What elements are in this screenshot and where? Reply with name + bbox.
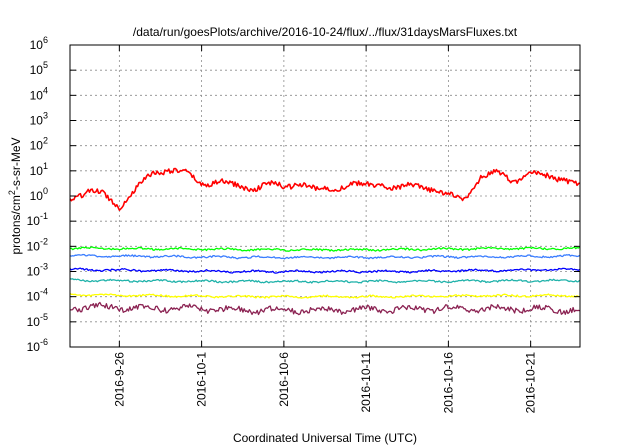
- x-tick-label: 2016-10-11: [359, 352, 373, 413]
- y-tick-label: 10-5: [27, 312, 48, 329]
- y-tick-label: 10-1: [27, 211, 48, 228]
- x-axis: 2016-9-26 2016-10-1 2016-10-6 2016-10-11 201…: [112, 45, 538, 414]
- y-tick-label: 10-2: [27, 236, 48, 253]
- series-line-5: [69, 278, 581, 284]
- series-line-1: [69, 167, 581, 211]
- grid: [70, 45, 580, 347]
- x-tick-label: 2016-10-21: [524, 352, 538, 414]
- y-tick-label: 103: [30, 111, 48, 128]
- y-tick-label: 105: [30, 60, 48, 77]
- x-tick-label: 2016-10-16: [441, 352, 455, 414]
- y-tick-label: 101: [30, 161, 48, 178]
- chart-title: /data/run/goesPlots/archive/2016-10-24/f…: [133, 25, 518, 39]
- series-line-2: [69, 246, 580, 252]
- y-tick-label: 106: [30, 35, 48, 52]
- series-line-7: [70, 301, 580, 316]
- y-axis-label: protons/cm2-s-sr-MeV: [7, 137, 23, 254]
- series-line-6: [69, 292, 580, 299]
- y-tick-label: 10-4: [27, 287, 48, 304]
- y-axis: 10-6 10-5 10-4 10-3 10-2 10-1 100 101 102 103 104 1…: [27, 35, 580, 354]
- y-tick-label: 10-6: [27, 337, 48, 354]
- series-line-3: [69, 253, 580, 260]
- series-group: [69, 167, 581, 316]
- y-tick-label: 102: [30, 136, 48, 153]
- x-tick-label: 2016-10-6: [277, 352, 291, 407]
- x-tick-label: 2016-10-1: [195, 352, 209, 407]
- x-tick-label: 2016-9-26: [112, 352, 126, 407]
- series-line-4: [69, 267, 580, 274]
- x-axis-label: Coordinated Universal Time (UTC): [233, 431, 417, 445]
- y-tick-label: 104: [30, 85, 48, 102]
- y-tick-label: 10-3: [27, 262, 48, 279]
- y-tick-label: 100: [30, 186, 48, 203]
